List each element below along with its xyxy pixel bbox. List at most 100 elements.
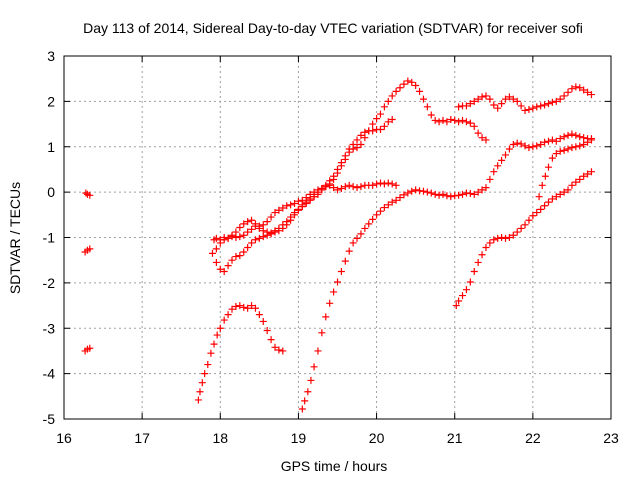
data-point xyxy=(349,239,357,247)
data-point xyxy=(459,190,467,198)
data-point xyxy=(86,344,94,352)
data-point xyxy=(482,243,490,251)
data-point xyxy=(529,104,537,112)
data-point xyxy=(486,239,494,247)
data-point xyxy=(447,193,455,201)
data-point xyxy=(283,202,291,210)
data-point xyxy=(435,191,443,199)
data-point xyxy=(564,186,572,194)
data-point xyxy=(240,248,248,256)
data-point xyxy=(326,299,334,307)
data-point xyxy=(427,111,435,119)
data-point xyxy=(251,304,259,312)
data-point xyxy=(302,199,310,207)
y-tick-labels: -5 -4 -3 -2 -1 0 1 2 3 xyxy=(43,48,56,427)
data-point xyxy=(365,220,373,228)
data-point xyxy=(509,95,517,103)
data-point xyxy=(584,88,592,96)
data-point xyxy=(275,206,283,214)
data-point xyxy=(376,126,384,134)
data-point xyxy=(287,216,295,224)
data-point xyxy=(494,162,502,170)
data-point xyxy=(198,379,206,387)
data-point xyxy=(271,343,279,351)
data-point xyxy=(462,286,470,294)
data-point xyxy=(427,189,435,197)
data-point xyxy=(451,116,459,124)
data-point xyxy=(587,136,595,144)
data-point xyxy=(498,234,506,241)
data-point xyxy=(212,234,220,242)
data-point xyxy=(447,116,455,124)
data-point xyxy=(291,199,299,207)
data-point xyxy=(337,184,345,192)
data-point xyxy=(494,104,502,112)
data-point xyxy=(548,136,556,144)
data-point xyxy=(548,195,556,203)
data-point xyxy=(204,361,212,369)
data-point xyxy=(505,93,513,101)
data-point xyxy=(544,163,552,171)
data-point xyxy=(255,311,263,319)
data-point xyxy=(513,139,521,147)
data-point xyxy=(341,183,349,191)
data-point xyxy=(212,245,220,253)
data-point xyxy=(388,92,396,100)
series-arc-mid-second xyxy=(212,116,396,276)
data-point xyxy=(287,201,295,209)
data-point xyxy=(474,129,482,137)
data-point xyxy=(267,336,275,344)
data-point xyxy=(357,140,365,148)
data-point xyxy=(259,227,267,235)
data-point xyxy=(466,278,474,286)
x-tick-label: 20 xyxy=(369,430,385,446)
data-point xyxy=(283,221,291,229)
data-point xyxy=(486,95,494,103)
data-point xyxy=(244,304,252,312)
data-point xyxy=(568,144,576,152)
data-point xyxy=(232,302,240,310)
data-point xyxy=(210,340,218,348)
data-point xyxy=(572,83,580,91)
data-point xyxy=(494,234,502,242)
data-point xyxy=(236,302,244,310)
data-point xyxy=(509,140,517,148)
data-point xyxy=(538,181,546,189)
data-point xyxy=(216,239,224,247)
data-point xyxy=(556,190,564,198)
data-point xyxy=(318,184,326,192)
data-point xyxy=(478,251,486,259)
data-point xyxy=(505,234,513,241)
data-point xyxy=(533,209,541,217)
data-point xyxy=(298,405,306,413)
data-point xyxy=(373,115,381,123)
axis-ticks xyxy=(63,55,612,420)
data-point xyxy=(587,168,595,176)
data-point xyxy=(236,252,244,260)
data-point xyxy=(455,297,463,305)
data-point xyxy=(345,181,353,189)
data-point xyxy=(349,140,357,148)
data-point xyxy=(353,184,361,192)
data-point xyxy=(560,188,568,196)
data-point xyxy=(521,221,529,229)
data-point xyxy=(361,128,369,136)
data-point xyxy=(474,95,482,103)
data-point xyxy=(486,175,494,183)
data-point xyxy=(224,311,232,319)
data-point xyxy=(353,136,361,144)
data-point xyxy=(470,122,478,130)
data-point xyxy=(216,324,224,332)
data-point xyxy=(240,231,248,239)
data-point xyxy=(541,138,549,146)
data-point xyxy=(552,193,560,201)
data-point xyxy=(240,303,248,311)
y-tick-label: -4 xyxy=(43,366,56,382)
data-point xyxy=(533,142,541,150)
data-point xyxy=(207,349,215,357)
data-point xyxy=(220,236,228,244)
data-point xyxy=(334,186,341,194)
data-point xyxy=(240,220,248,228)
data-point xyxy=(345,145,353,153)
data-point xyxy=(470,190,478,198)
